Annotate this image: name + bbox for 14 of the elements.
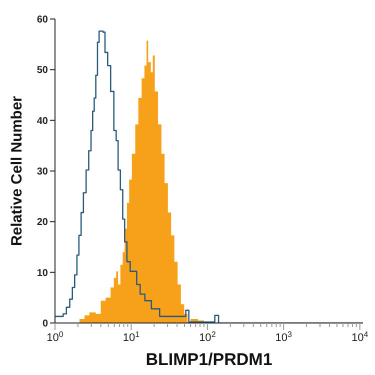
x-tick-label: 10$^{1}$ xyxy=(122,330,140,344)
x-tick-label: 10$^{0}$ xyxy=(46,330,64,344)
x-tick-label: 10$^{4}$ xyxy=(351,330,369,344)
y-tick-label: 10 xyxy=(36,268,48,279)
x-tick-label: 10$^{2}$ xyxy=(199,330,216,344)
y-tick-label: 60 xyxy=(36,14,48,26)
x-axis-title: BLIMP1/PRDM1 xyxy=(146,350,272,369)
x-tick-label: 10$^{3}$ xyxy=(275,330,293,344)
y-axis-title: Relative Cell Number xyxy=(8,96,26,246)
y-tick-label: 30 xyxy=(36,166,48,178)
y-tick-label: 50 xyxy=(36,65,48,76)
y-tick-label: 20 xyxy=(36,217,48,228)
y-tick-label: 40 xyxy=(36,116,48,127)
y-tick-label: 0 xyxy=(42,318,48,330)
